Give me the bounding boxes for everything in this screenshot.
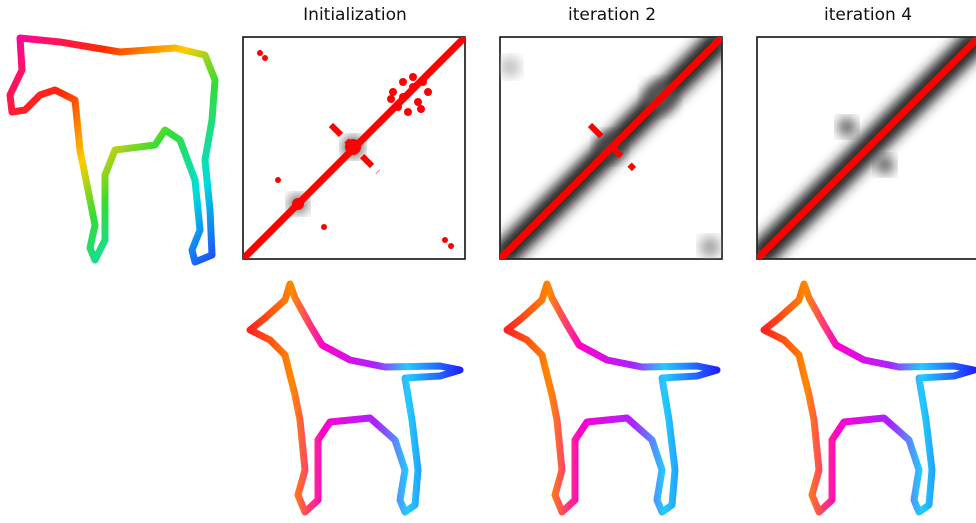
blob bbox=[500, 57, 520, 77]
blob bbox=[838, 118, 856, 136]
horse-shape bbox=[6, 34, 219, 266]
matrix-panel bbox=[242, 36, 466, 260]
panel-title: Initialization bbox=[303, 5, 407, 25]
blob bbox=[876, 156, 894, 174]
panel-title: iteration 4 bbox=[824, 5, 912, 25]
blob bbox=[700, 237, 720, 257]
dog-shape bbox=[764, 284, 974, 512]
dog-shape bbox=[507, 284, 717, 512]
panel-title: iteration 2 bbox=[568, 5, 656, 25]
matrix-panel bbox=[756, 36, 976, 260]
diagonal bbox=[757, 37, 976, 259]
matrix-panel bbox=[499, 36, 723, 260]
dog-shape bbox=[250, 284, 460, 512]
anti-diagonal bbox=[587, 122, 637, 172]
scatter-cluster bbox=[257, 50, 454, 249]
